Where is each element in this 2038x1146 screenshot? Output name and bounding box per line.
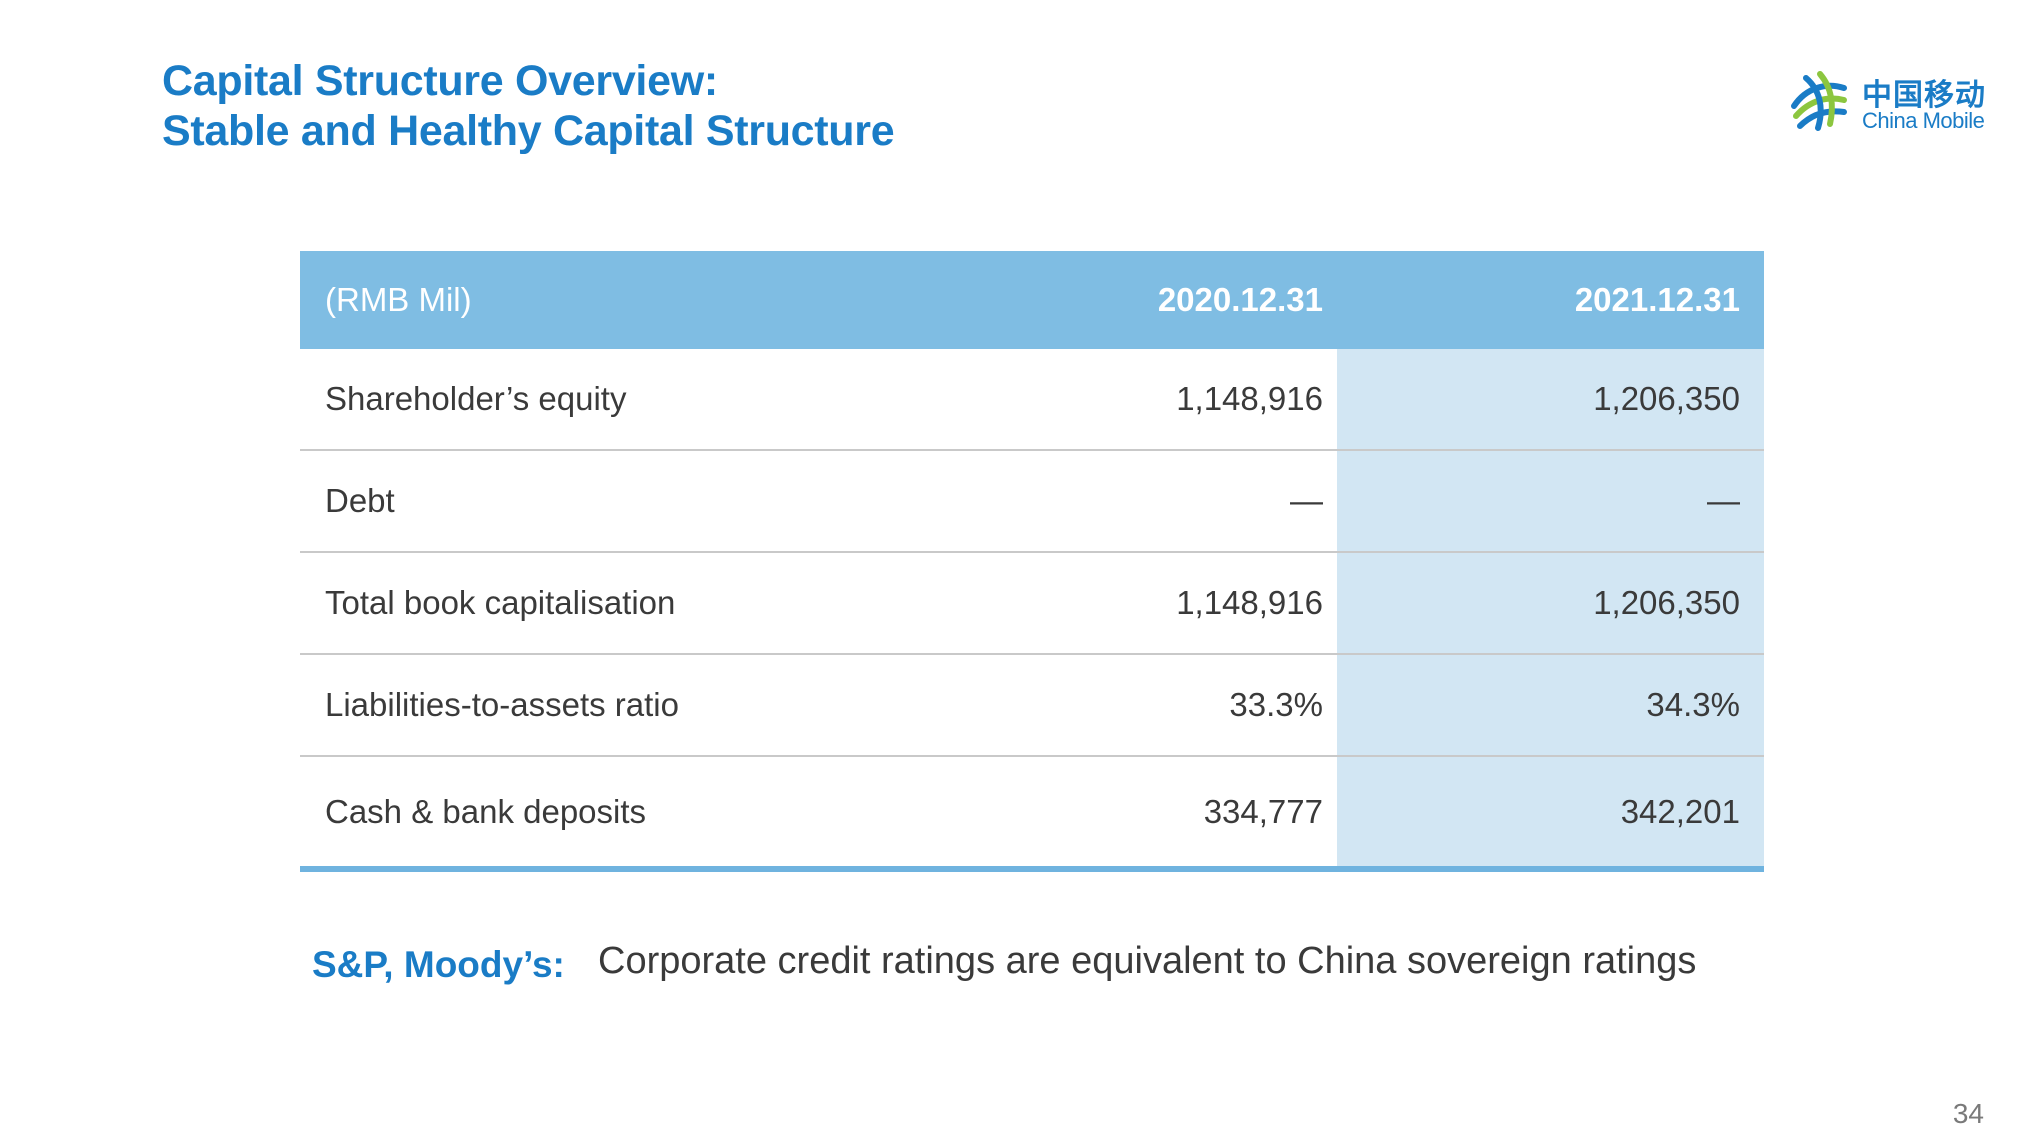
slide-title-line-1: Capital Structure Overview:	[162, 57, 718, 105]
value-2020: —	[1290, 482, 1323, 519]
slide-title-line-2: Stable and Healthy Capital Structure	[162, 107, 895, 155]
header-2020: 2020.12.31	[1157, 281, 1323, 318]
highlight-column-cell	[1337, 349, 1764, 449]
value-2021: 342,201	[1620, 792, 1740, 830]
table-row: Cash & bank deposits 334,777 342,201	[300, 757, 1764, 872]
china-mobile-logo: 中国移动 China Mobile	[1786, 64, 1996, 144]
table-row: Debt — —	[300, 451, 1764, 553]
value-2021: 1,206,350	[1593, 380, 1740, 417]
table-row: Total book capitalisation 1,148,916 1,20…	[300, 553, 1764, 655]
page-number: 34	[1952, 1098, 1984, 1129]
highlight-column-cell	[1337, 757, 1764, 866]
logo-chinese-name: 中国移动	[1862, 78, 1986, 113]
header-unit: (RMB Mil)	[325, 281, 472, 318]
header-2021: 2021.12.31	[1574, 281, 1740, 318]
value-2020: 334,777	[1203, 792, 1323, 830]
highlight-column-cell	[1337, 451, 1764, 551]
value-2021: —	[1707, 482, 1740, 519]
highlight-column-cell	[1337, 553, 1764, 653]
highlight-column-cell	[1337, 655, 1764, 755]
value-2020: 33.3%	[1229, 686, 1323, 723]
china-mobile-logo-icon	[1791, 71, 1847, 131]
value-2020: 1,148,916	[1176, 380, 1323, 417]
slide-title: Capital Structure Overview: Stable and H…	[162, 56, 895, 156]
row-label: Total book capitalisation	[325, 584, 676, 621]
row-label: Shareholder’s equity	[325, 380, 627, 417]
value-2020: 1,148,916	[1176, 584, 1323, 621]
row-label: Liabilities-to-assets ratio	[325, 686, 679, 723]
row-label: Debt	[325, 482, 395, 519]
table-row: Liabilities-to-assets ratio 33.3% 34.3%	[300, 655, 1764, 757]
capital-structure-table: (RMB Mil) 2020.12.31 2021.12.31 Sharehol…	[300, 251, 1764, 872]
row-label: Cash & bank deposits	[325, 792, 647, 830]
table-header-row: (RMB Mil) 2020.12.31 2021.12.31	[300, 251, 1764, 349]
table-row: Shareholder’s equity 1,148,916 1,206,350	[300, 349, 1764, 451]
logo-english-name: China Mobile	[1862, 108, 1985, 133]
rating-statement: Corporate credit ratings are equivalent …	[598, 940, 1697, 982]
value-2021: 34.3%	[1646, 686, 1740, 723]
rating-agencies-label: S&P, Moody’s:	[312, 944, 565, 985]
value-2021: 1,206,350	[1593, 584, 1740, 621]
